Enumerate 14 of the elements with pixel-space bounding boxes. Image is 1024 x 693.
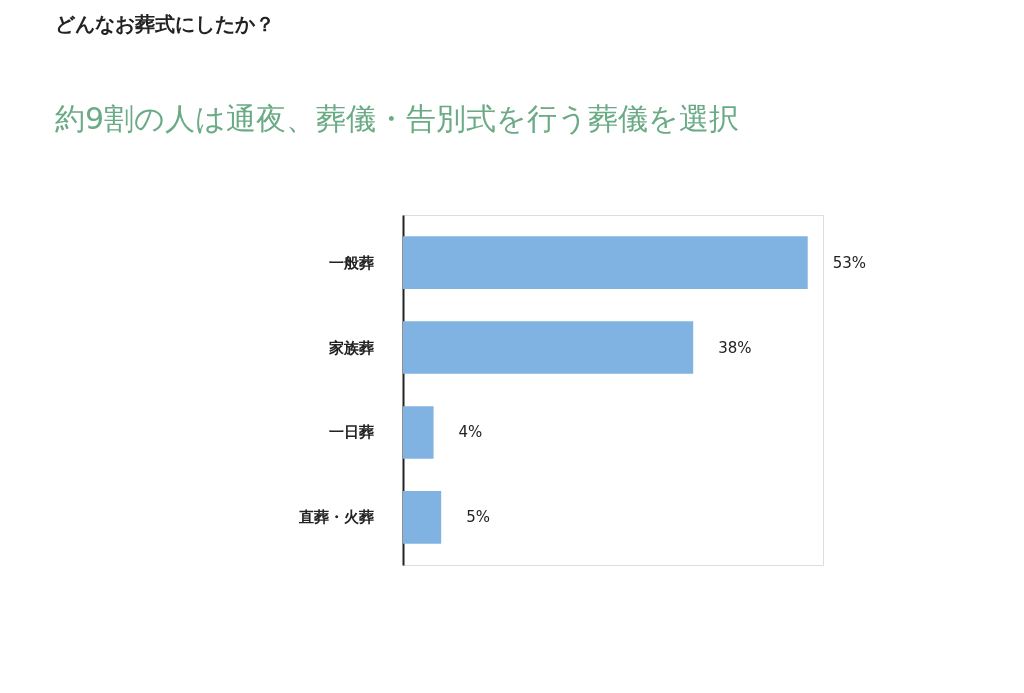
data-label: 53% <box>832 253 867 272</box>
text: どんなお葬式にしたか？ <box>55 12 275 36</box>
bar <box>403 321 694 374</box>
y-tick-label: 直葬・火葬 <box>297 508 374 527</box>
bar <box>403 406 434 459</box>
bar <box>403 236 808 289</box>
y-tick-label: 一日葬 <box>328 423 374 442</box>
data-label: 38% <box>718 338 752 357</box>
data-label: 4% <box>458 423 483 442</box>
y-tick-label: 家族葬 <box>327 338 374 357</box>
y-tick-label: 一般葬 <box>328 253 374 272</box>
data-label: 5% <box>466 508 490 527</box>
chart-subtitle: 約9割の人は通夜、葬儀・告別式を行う葬儀を選択 <box>55 101 740 136</box>
bar <box>403 491 442 544</box>
